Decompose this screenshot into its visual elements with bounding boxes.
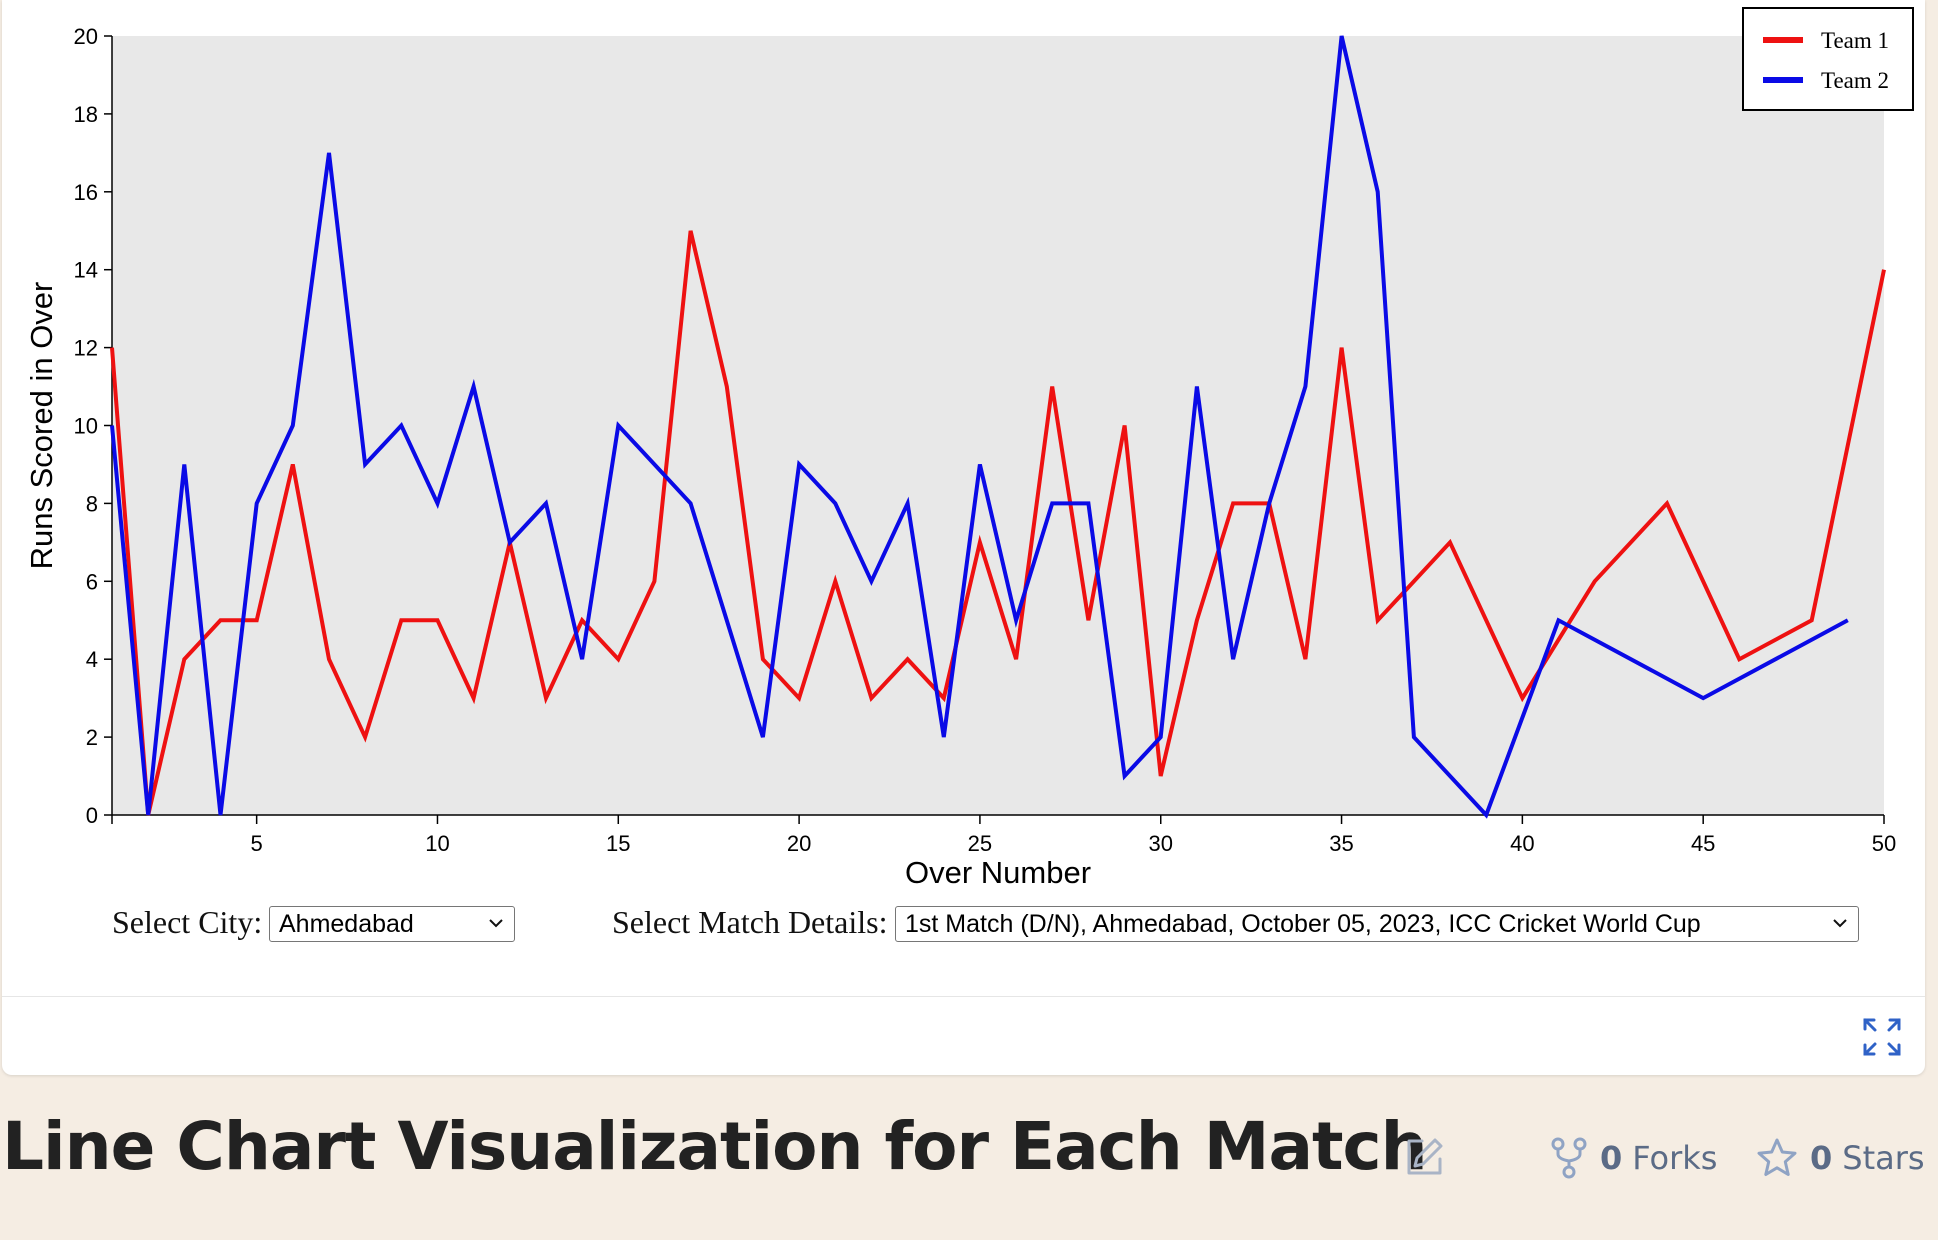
edit-icon[interactable] xyxy=(1402,1135,1446,1179)
x-tick-label: 15 xyxy=(606,831,630,856)
x-tick-label: 40 xyxy=(1510,831,1534,856)
chevron-down-icon xyxy=(1833,919,1847,928)
chart-controls: Select City: Ahmedabad Select Match Deta… xyxy=(112,902,1862,946)
card-footer-divider xyxy=(2,996,1925,997)
match-select-label: Select Match Details: xyxy=(612,904,888,940)
y-tick-label: 6 xyxy=(86,569,98,594)
legend-box xyxy=(1742,7,1914,111)
x-tick-label: 25 xyxy=(968,831,992,856)
x-tick-label: 10 xyxy=(425,831,449,856)
stars-count: 0 xyxy=(1810,1139,1833,1177)
match-select-value: 1st Match (D/N), Ahmedabad, October 05, … xyxy=(905,910,1701,938)
page-title: Line Chart Visualization for Each Match xyxy=(2,1108,1428,1185)
city-select[interactable]: Ahmedabad xyxy=(269,906,515,942)
y-axis-label: Runs Scored in Over xyxy=(24,282,59,570)
city-select-value: Ahmedabad xyxy=(279,910,414,938)
forks-button[interactable]: 0 Forks xyxy=(1550,1136,1717,1180)
city-select-label: Select City: xyxy=(112,904,263,940)
fork-icon xyxy=(1551,1137,1587,1179)
series-line-1 xyxy=(110,230,1886,816)
forks-count: 0 xyxy=(1600,1139,1623,1177)
x-tick-label: 50 xyxy=(1872,831,1896,856)
legend-label-2: Team 2 xyxy=(1821,68,1889,93)
notebook-card: 0 2 4 6 8 10 12 14 16 18 20 5 10 15 20 25 30 35 40 45 50 Over… xyxy=(2,0,1925,1075)
star-icon xyxy=(1757,1138,1797,1176)
y-tick-label: 4 xyxy=(86,647,98,672)
expand-icon[interactable] xyxy=(1862,1017,1902,1057)
y-tick-label: 12 xyxy=(74,336,98,361)
y-tick-label: 16 xyxy=(74,180,98,205)
x-tick-label: 20 xyxy=(787,831,811,856)
stars-label: Stars xyxy=(1842,1139,1925,1177)
y-tick-label: 8 xyxy=(86,491,98,516)
y-tick-label: 10 xyxy=(74,414,98,439)
x-tick-label: 45 xyxy=(1691,831,1715,856)
x-tick-label: 5 xyxy=(251,831,263,856)
x-axis-label: Over Number xyxy=(905,855,1091,890)
x-tick-label: 30 xyxy=(1148,831,1172,856)
match-details-select[interactable]: 1st Match (D/N), Ahmedabad, October 05, … xyxy=(895,906,1859,942)
y-tick-label: 14 xyxy=(74,258,98,283)
legend-label-1: Team 1 xyxy=(1821,28,1889,53)
y-tick-label: 20 xyxy=(74,24,98,49)
stars-button[interactable]: 0 Stars xyxy=(1756,1136,1925,1180)
y-tick-label: 18 xyxy=(74,102,98,127)
series-line-2 xyxy=(110,35,1849,819)
forks-label: Forks xyxy=(1632,1139,1718,1177)
y-tick-label: 2 xyxy=(86,725,98,750)
chevron-down-icon xyxy=(489,919,503,928)
x-tick-label: 35 xyxy=(1329,831,1353,856)
y-tick-label: 0 xyxy=(86,803,98,828)
plot-area xyxy=(112,36,1884,815)
line-chart: 0 2 4 6 8 10 12 14 16 18 20 5 10 15 20 25 30 35 40 45 50 Over… xyxy=(24,7,1914,890)
